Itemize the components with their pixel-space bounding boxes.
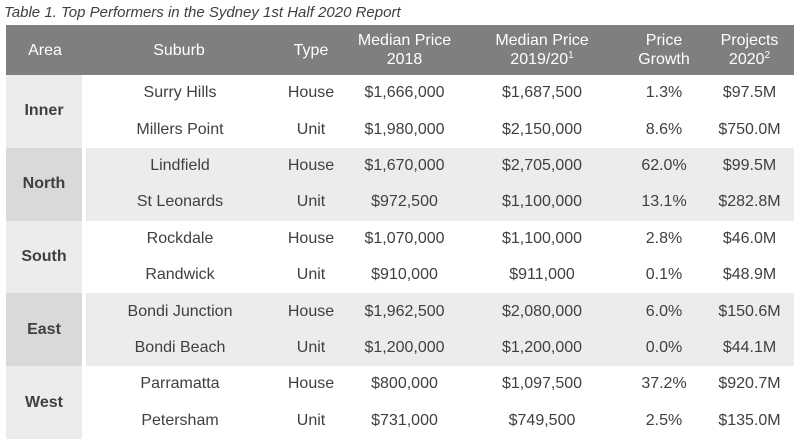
type-cell: House (274, 75, 348, 112)
median-2018-cell: $800,000 (348, 366, 461, 403)
median-2018-cell: $1,666,000 (348, 75, 461, 112)
type-cell: House (274, 366, 348, 403)
median-2018-cell: $972,500 (348, 184, 461, 221)
header-median-2019: Median Price 2019/201 (461, 25, 623, 75)
projects-cell: $46.0M (705, 220, 794, 257)
area-label: Inner (6, 75, 86, 148)
type-cell: Unit (274, 184, 348, 221)
table-row: West Parramatta House $800,000 $1,097,50… (6, 366, 794, 439)
suburb-cell: Millers Point (84, 111, 274, 148)
median-2018-cell: $1,670,000 (348, 147, 461, 185)
table-row: Randwick Unit $910,000 $911,000 0.1% $48… (6, 256, 794, 294)
type-cell: House (274, 293, 348, 330)
suburb-cell: Bondi Junction (84, 293, 274, 330)
median-2018-cell: $731,000 (348, 402, 461, 439)
table-header-row: Area Suburb Type Median Price 2018 Median… (6, 25, 794, 75)
type-cell: House (274, 220, 348, 257)
suburb-cell: Bondi Beach (84, 329, 274, 367)
table-row: Bondi Beach Unit $1,200,000 $1,200,000 0… (6, 329, 794, 367)
projects-cell: $99.5M (705, 147, 794, 185)
growth-cell: 0.1% (623, 256, 705, 294)
table-row: Inner Surry Hills House $1,666,000 $1,68… (6, 75, 794, 148)
projects-cell: $750.0M (705, 111, 794, 148)
table-row: Petersham Unit $731,000 $749,500 2.5% $1… (6, 402, 794, 439)
suburb-cell: Lindfield (84, 147, 274, 185)
table-row: St Leonards Unit $972,500 $1,100,000 13.… (6, 184, 794, 221)
median-2019-cell: $1,200,000 (461, 329, 623, 367)
type-cell: Unit (274, 329, 348, 367)
median-2018-cell: $1,070,000 (348, 220, 461, 257)
top-performers-table: Area Suburb Type Median Price 2018 Median… (6, 25, 796, 439)
suburb-cell: Surry Hills (84, 75, 274, 112)
projects-cell: $150.6M (705, 293, 794, 330)
growth-cell: 13.1% (623, 184, 705, 221)
projects-cell: $97.5M (705, 75, 794, 112)
growth-cell: 2.8% (623, 220, 705, 257)
growth-cell: 62.0% (623, 147, 705, 185)
table-row: North Lindfield House $1,670,000 $2,705,… (6, 147, 794, 221)
suburb-cell: Randwick (84, 256, 274, 294)
growth-cell: 8.6% (623, 111, 705, 148)
area-label: North (6, 147, 86, 221)
type-cell: Unit (274, 111, 348, 148)
median-2018-cell: $1,980,000 (348, 111, 461, 148)
projects-cell: $48.9M (705, 256, 794, 294)
footnote-marker: 1 (568, 50, 574, 61)
footnote-marker: 2 (764, 50, 771, 61)
median-2019-cell: $2,080,000 (461, 293, 623, 330)
header-price-growth: Price Growth (623, 25, 705, 75)
growth-cell: 37.2% (623, 366, 705, 403)
suburb-cell: Parramatta (84, 366, 274, 403)
area-label: East (6, 293, 86, 367)
suburb-cell: St Leonards (84, 184, 274, 221)
median-2019-cell: $1,100,000 (461, 184, 623, 221)
growth-cell: 0.0% (623, 329, 705, 367)
type-cell: Unit (274, 402, 348, 439)
header-median-2018: Median Price 2018 (348, 25, 461, 75)
median-2018-cell: $1,962,500 (348, 293, 461, 330)
median-2019-cell: $2,705,000 (461, 147, 623, 185)
type-cell: House (274, 147, 348, 185)
projects-cell: $282.8M (705, 184, 794, 221)
median-2019-cell: $1,687,500 (461, 75, 623, 112)
table-row: South Rockdale House $1,070,000 $1,100,0… (6, 220, 794, 294)
median-2019-cell: $749,500 (461, 402, 623, 439)
projects-cell: $44.1M (705, 329, 794, 367)
growth-cell: 2.5% (623, 402, 705, 439)
header-type: Type (274, 25, 348, 75)
table-caption: Table 1. Top Performers in the Sydney 1s… (4, 4, 401, 21)
header-suburb: Suburb (84, 25, 274, 75)
suburb-cell: Rockdale (84, 220, 274, 257)
median-2019-cell: $2,150,000 (461, 111, 623, 148)
header-area: Area (6, 25, 84, 75)
median-2018-cell: $1,200,000 (348, 329, 461, 367)
projects-cell: $135.0M (705, 402, 794, 439)
median-2018-cell: $910,000 (348, 256, 461, 294)
type-cell: Unit (274, 256, 348, 294)
growth-cell: 1.3% (623, 75, 705, 112)
growth-cell: 6.0% (623, 293, 705, 330)
median-2019-cell: $1,097,500 (461, 366, 623, 403)
suburb-cell: Petersham (84, 402, 274, 439)
area-label: South (6, 220, 86, 294)
median-2019-cell: $911,000 (461, 256, 623, 294)
header-projects-2020: Projects 20202 (705, 25, 794, 75)
area-label: West (6, 366, 86, 439)
projects-cell: $920.7M (705, 366, 794, 403)
median-2019-cell: $1,100,000 (461, 220, 623, 257)
table-row: Millers Point Unit $1,980,000 $2,150,000… (6, 111, 794, 148)
table-row: East Bondi Junction House $1,962,500 $2,… (6, 293, 794, 367)
